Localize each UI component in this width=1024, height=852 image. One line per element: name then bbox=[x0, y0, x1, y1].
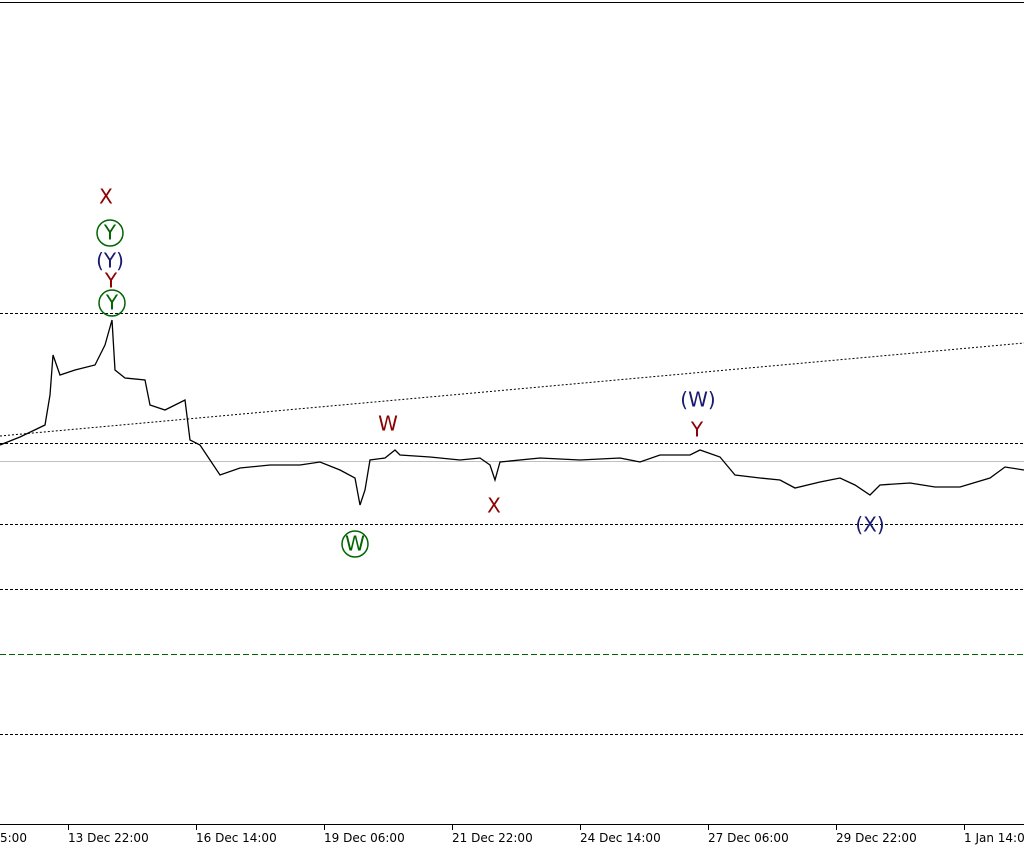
x-tick-label: 19 Dec 06:00 bbox=[324, 831, 405, 845]
wave-label: Y bbox=[103, 221, 117, 245]
price-trace bbox=[0, 319, 1024, 506]
wave-label: W bbox=[345, 532, 365, 556]
wave-circle bbox=[96, 219, 124, 247]
x-tick-label: 27 Dec 06:00 bbox=[708, 831, 789, 845]
wave-label: Y bbox=[105, 291, 119, 315]
x-tick-label: 16 Dec 14:00 bbox=[196, 831, 277, 845]
wave-label: Y bbox=[690, 418, 704, 442]
x-tick-label: 24 Dec 14:00 bbox=[580, 831, 661, 845]
x-tick-label: 5:00 bbox=[0, 831, 27, 845]
x-tick-label: 29 Dec 22:00 bbox=[836, 831, 917, 845]
wave-label: (Y) bbox=[96, 249, 124, 273]
wave-circle bbox=[98, 289, 126, 317]
x-tick-label: 13 Dec 22:00 bbox=[68, 831, 149, 845]
trend-line bbox=[0, 342, 1024, 437]
x-tick-label: 21 Dec 22:00 bbox=[452, 831, 533, 845]
wave-label: (W) bbox=[680, 388, 715, 412]
wave-label: (X) bbox=[855, 513, 884, 537]
wave-label: Y bbox=[104, 269, 118, 293]
wave-label: X bbox=[99, 185, 113, 209]
wave-label: W bbox=[378, 412, 398, 436]
x-tick-label: 1 Jan 14:00 bbox=[964, 831, 1024, 845]
wave-circle bbox=[341, 530, 369, 558]
wave-label: X bbox=[487, 494, 501, 518]
